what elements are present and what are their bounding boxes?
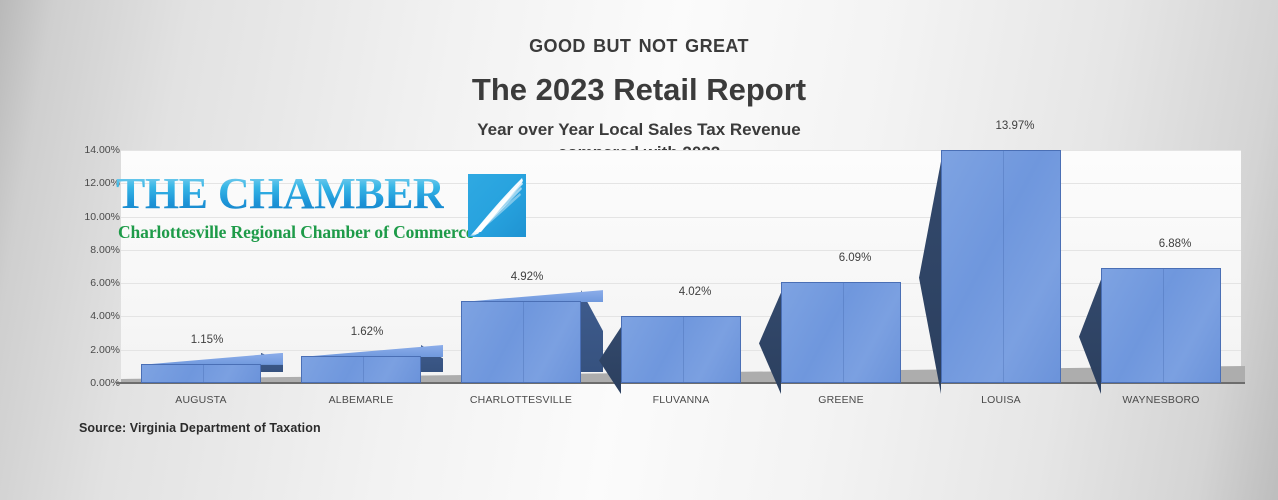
- x-axis-category-label: WAYNESBORO: [1122, 394, 1200, 406]
- chamber-logo: THE CHAMBER Charlottesville Regional Cha…: [116, 169, 526, 244]
- x-axis-category-label: LOUISA: [981, 394, 1021, 406]
- gridline: [121, 283, 1241, 285]
- bar-value-label: 6.88%: [1158, 238, 1192, 251]
- bar-value-label: 4.02%: [678, 286, 712, 299]
- y-axis-tick-label: 6.00%: [90, 277, 120, 290]
- gridline: [121, 183, 1241, 185]
- bar-front-face: [941, 150, 1061, 383]
- y-axis-tick-label: 4.00%: [90, 310, 120, 323]
- x-axis-category-label: FLUVANNA: [652, 394, 710, 406]
- y-axis-tick-label: 10.00%: [84, 210, 120, 223]
- bar-front-face: [141, 363, 261, 383]
- bar-fluvanna[interactable]: [599, 305, 741, 394]
- y-axis-tick-label: 12.00%: [84, 177, 120, 190]
- y-axis-labels: 0.00% 2.00% 4.00% 6.00% 8.00% 10.00% 12.00% 14.…: [60, 0, 120, 500]
- x-axis-category-label: ALBEMARLE: [328, 394, 394, 406]
- bar-louisa[interactable]: [919, 139, 1061, 394]
- logo-tagline: Charlottesville Regional Chamber of Comm…: [118, 222, 474, 242]
- y-axis-tick-label: 2.00%: [90, 343, 120, 356]
- bar-albemarle[interactable]: [301, 345, 443, 383]
- y-axis-tick-label: 0.00%: [90, 377, 120, 389]
- bar-front-face: [301, 356, 421, 383]
- chamber-swoosh-icon: [468, 174, 526, 237]
- bar-front-face: [781, 281, 901, 383]
- y-axis-tick-label: 14.00%: [84, 144, 120, 156]
- bar-front-face: [461, 301, 581, 383]
- gridline: [121, 150, 1241, 151]
- x-axis-category-label: AUGUSTA: [175, 394, 227, 406]
- x-axis-line: [116, 382, 1245, 384]
- bar-augusta[interactable]: [141, 352, 283, 383]
- bar-front-face: [621, 316, 741, 383]
- bar-greene[interactable]: [759, 270, 901, 394]
- bar-charlottesville[interactable]: [461, 290, 603, 383]
- source-note: Source: Virginia Department of Taxation: [79, 421, 321, 435]
- bar-value-label: 6.09%: [838, 251, 872, 264]
- bar-front-face: [1101, 268, 1221, 383]
- x-axis-category-label: GREENE: [818, 394, 864, 406]
- bar-waynesboro[interactable]: [1079, 257, 1221, 394]
- gridline: [121, 249, 1241, 251]
- x-axis-category-label: CHARLOTTESVILLE: [469, 394, 573, 406]
- y-axis-tick-label: 8.00%: [90, 243, 120, 256]
- logo-wordmark: THE CHAMBER: [116, 169, 445, 218]
- gridline: [121, 216, 1241, 218]
- bar-value-label: 1.15%: [190, 333, 224, 346]
- bar-value-label: 4.92%: [510, 271, 544, 284]
- bar-value-label: 1.62%: [350, 326, 384, 339]
- bar-value-label: 13.97%: [995, 120, 1035, 133]
